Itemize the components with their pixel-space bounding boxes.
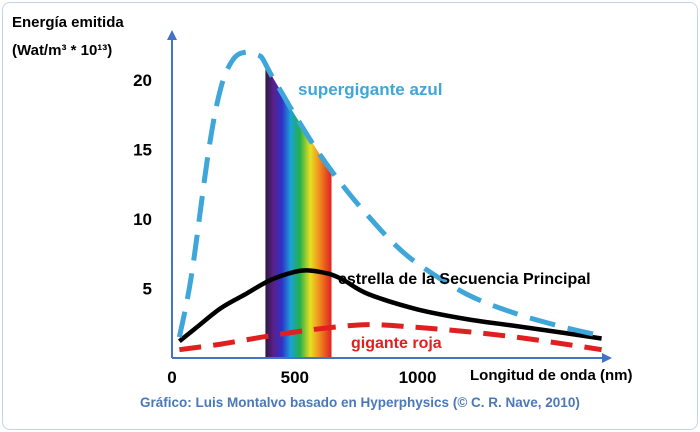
series-line-gigante-roja	[179, 322, 603, 353]
series-label-supergigante-azul: supergigante azul	[298, 80, 443, 99]
y-tick-label-20: 20	[133, 71, 152, 90]
y-axis-arrow	[167, 30, 177, 40]
y-axis-label-line1: Energía emitida	[12, 14, 124, 31]
series-line-supergigante-azul	[176, 49, 603, 339]
y-tick-label-5: 5	[143, 280, 152, 299]
series-line-secuencia-principal	[177, 268, 602, 344]
y-tick-label-10: 10	[133, 210, 152, 229]
x-tick-label-0: 0	[167, 368, 176, 387]
tick-layer: 5 10 15 20 0 500 1000	[133, 71, 436, 387]
series-label-gigante-roja: gigante roja	[351, 335, 442, 352]
x-tick-label-500: 500	[281, 368, 309, 387]
x-axis-arrow	[602, 353, 612, 363]
series-label-secuencia-principal: estrella de la Secuencia Principal	[338, 271, 591, 288]
x-tick-label-1000: 1000	[399, 368, 437, 387]
series-layer	[176, 49, 603, 353]
y-axis-label-line2: (Wat/m³ * 10¹³)	[12, 42, 112, 59]
credit-text: Gráfico: Luis Montalvo basado en Hyperph…	[140, 395, 580, 410]
x-axis-label: Longitud de onda (nm)	[470, 367, 632, 384]
y-tick-label-15: 15	[133, 141, 152, 160]
